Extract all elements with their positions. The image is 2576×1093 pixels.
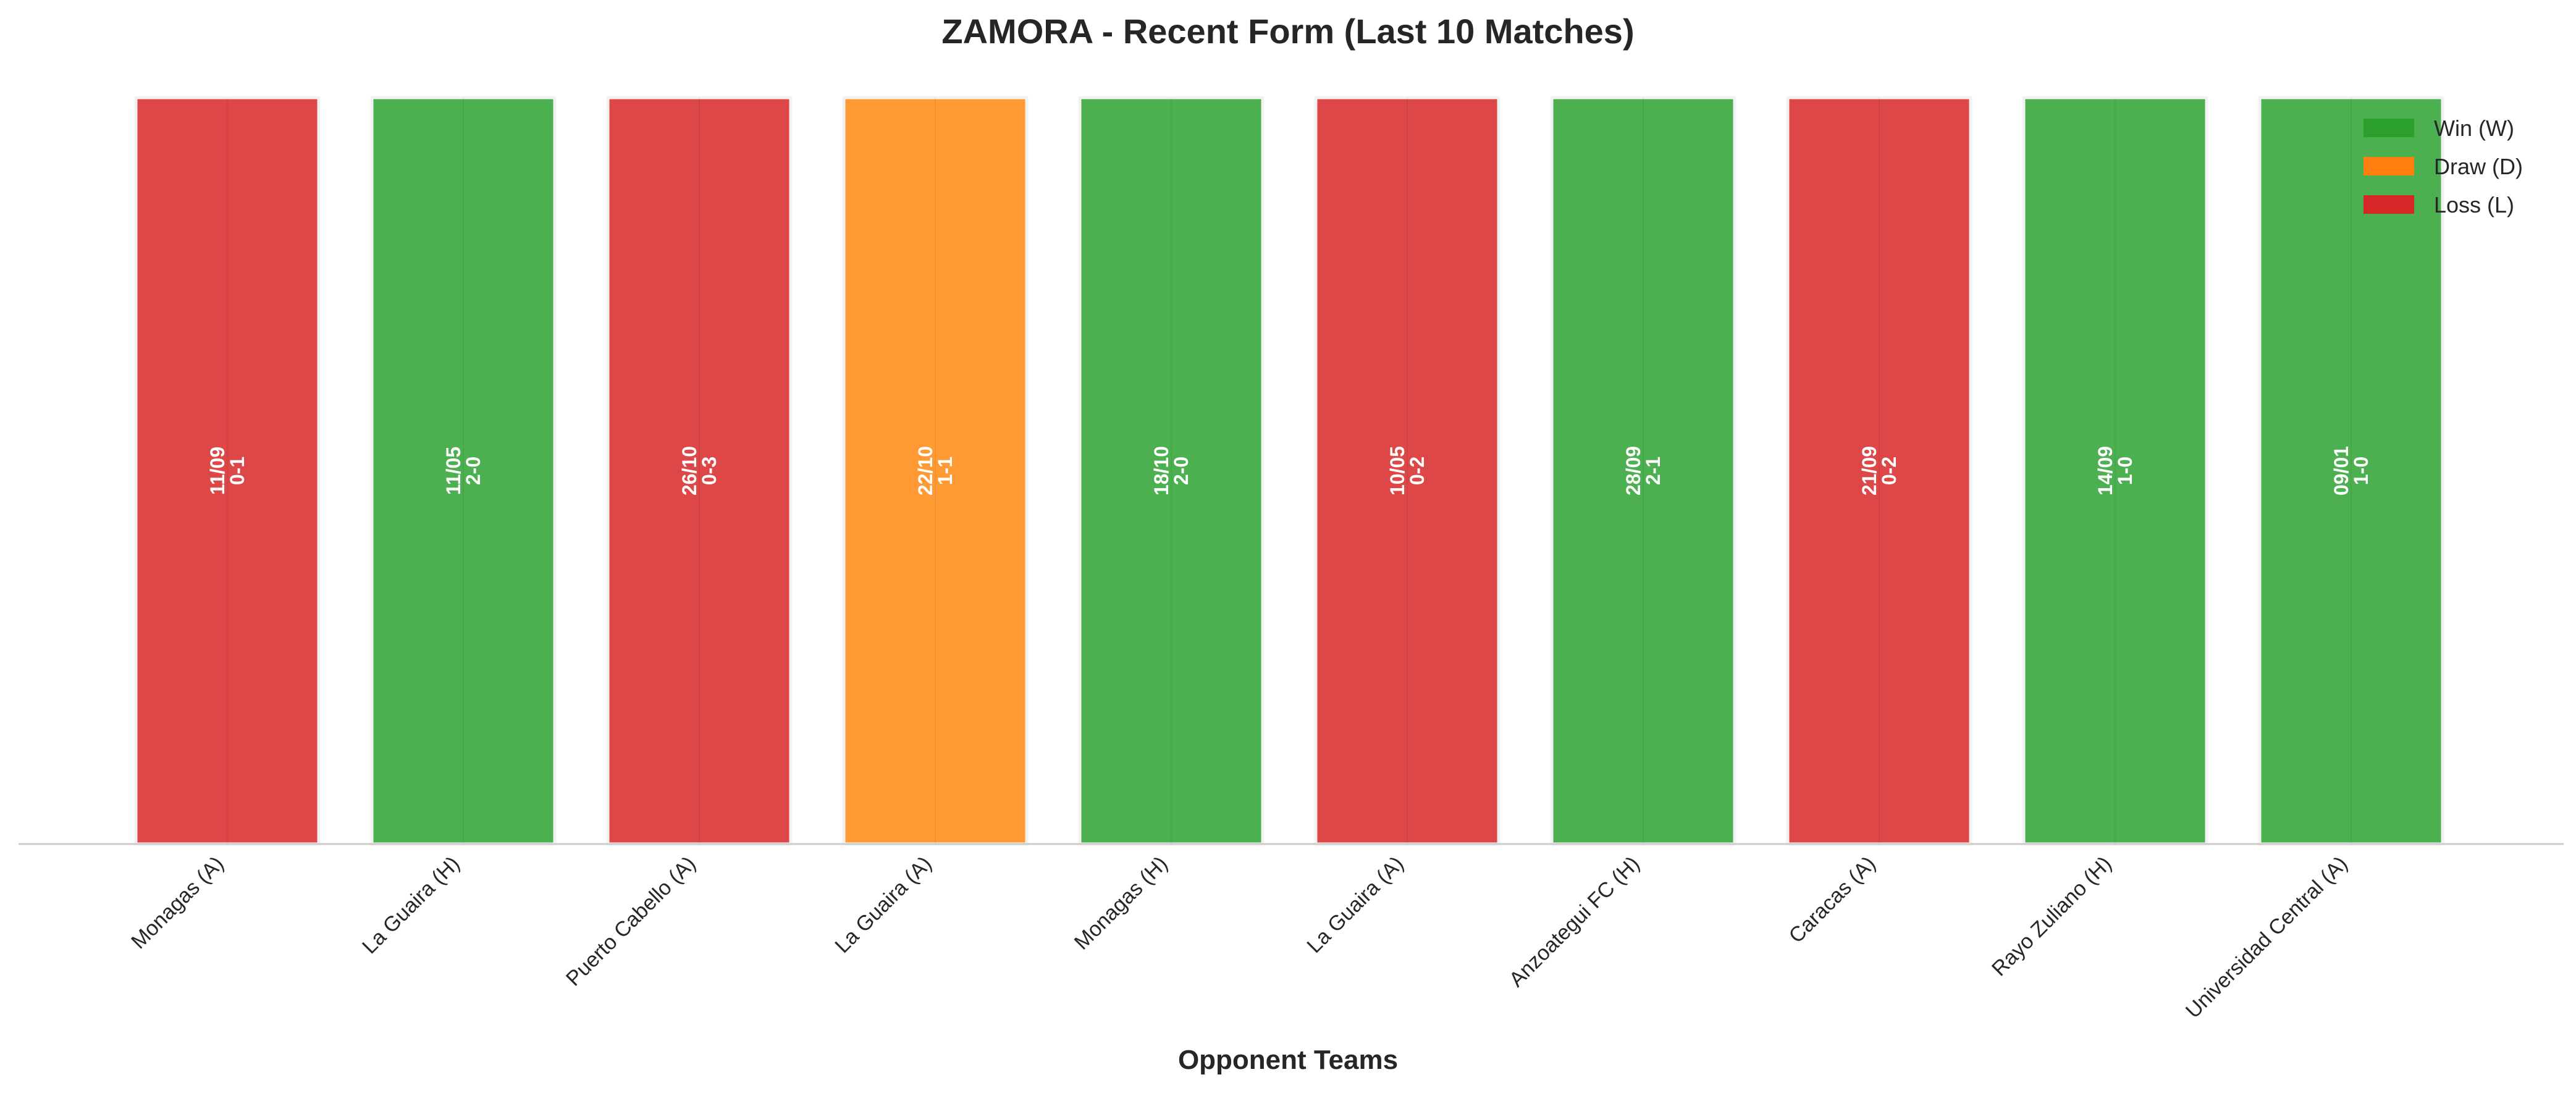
- bar-date: 22/10: [914, 446, 937, 496]
- chart-title: ZAMORA - Recent Form (Last 10 Matches): [941, 12, 1634, 51]
- bar-label: 10/050-2: [1386, 446, 1428, 496]
- bar-label: 11/052-0: [442, 447, 484, 495]
- bar-score: 1-1: [934, 457, 956, 485]
- bar-date: 18/10: [1150, 446, 1172, 496]
- bar-label: 26/100-3: [678, 446, 720, 496]
- bar-2: [370, 96, 557, 846]
- bar-label: 09/011-0: [2330, 446, 2372, 496]
- bar-date: 14/09: [2094, 446, 2116, 496]
- bar-label: 28/092-1: [1622, 446, 1664, 496]
- bar-date: 21/09: [1858, 446, 1880, 496]
- bar-date: 09/01: [2330, 446, 2352, 496]
- legend-swatch-d: [2363, 157, 2414, 175]
- bar-10: [2258, 96, 2444, 846]
- bar-9: [2022, 96, 2208, 846]
- legend-label-w: Win (W): [2434, 116, 2514, 141]
- bar-7: [1550, 96, 1736, 846]
- bar-score: 0-2: [1406, 457, 1428, 485]
- bar-label: 21/090-2: [1858, 446, 1900, 496]
- bar-score: 2-1: [1642, 457, 1664, 485]
- legend: Win (W) Draw (D) Loss (L): [2363, 116, 2523, 217]
- bar-score: 0-3: [698, 457, 720, 485]
- bar-score: 1-0: [2114, 457, 2136, 485]
- legend-swatch-l: [2363, 195, 2414, 214]
- legend-label-l: Loss (L): [2434, 192, 2514, 217]
- legend-swatch-w: [2363, 119, 2414, 137]
- bar-label: 11/090-1: [206, 447, 248, 495]
- bar-6: [1314, 96, 1501, 846]
- x-axis-label: Opponent Teams: [1178, 1045, 1398, 1075]
- bar-label: 18/102-0: [1150, 446, 1192, 496]
- bar-score: 2-0: [462, 457, 484, 485]
- bar-label: 22/101-1: [914, 446, 956, 496]
- bar-date: 28/09: [1622, 446, 1644, 496]
- bar-score: 0-1: [226, 457, 248, 485]
- bar-score: 2-0: [1170, 457, 1192, 485]
- bar-1: [134, 96, 321, 846]
- bar-date: 11/05: [442, 447, 465, 495]
- bar-label: 14/091-0: [2094, 446, 2136, 496]
- bar-5: [1078, 96, 1265, 846]
- bars-group: 11/090-1 11/052-0 26/100-3 22/101-1 18/102-0…: [134, 96, 2444, 846]
- bar-date: 10/05: [1386, 446, 1408, 496]
- bar-score: 0-2: [1878, 457, 1900, 485]
- bar-3: [606, 96, 793, 846]
- legend-label-d: Draw (D): [2434, 154, 2523, 179]
- bar-8: [1786, 96, 1972, 846]
- bar-score: 1-0: [2350, 457, 2372, 485]
- bar-date: 11/09: [206, 447, 229, 495]
- bar-4: [842, 96, 1029, 846]
- bar-date: 26/10: [678, 446, 701, 496]
